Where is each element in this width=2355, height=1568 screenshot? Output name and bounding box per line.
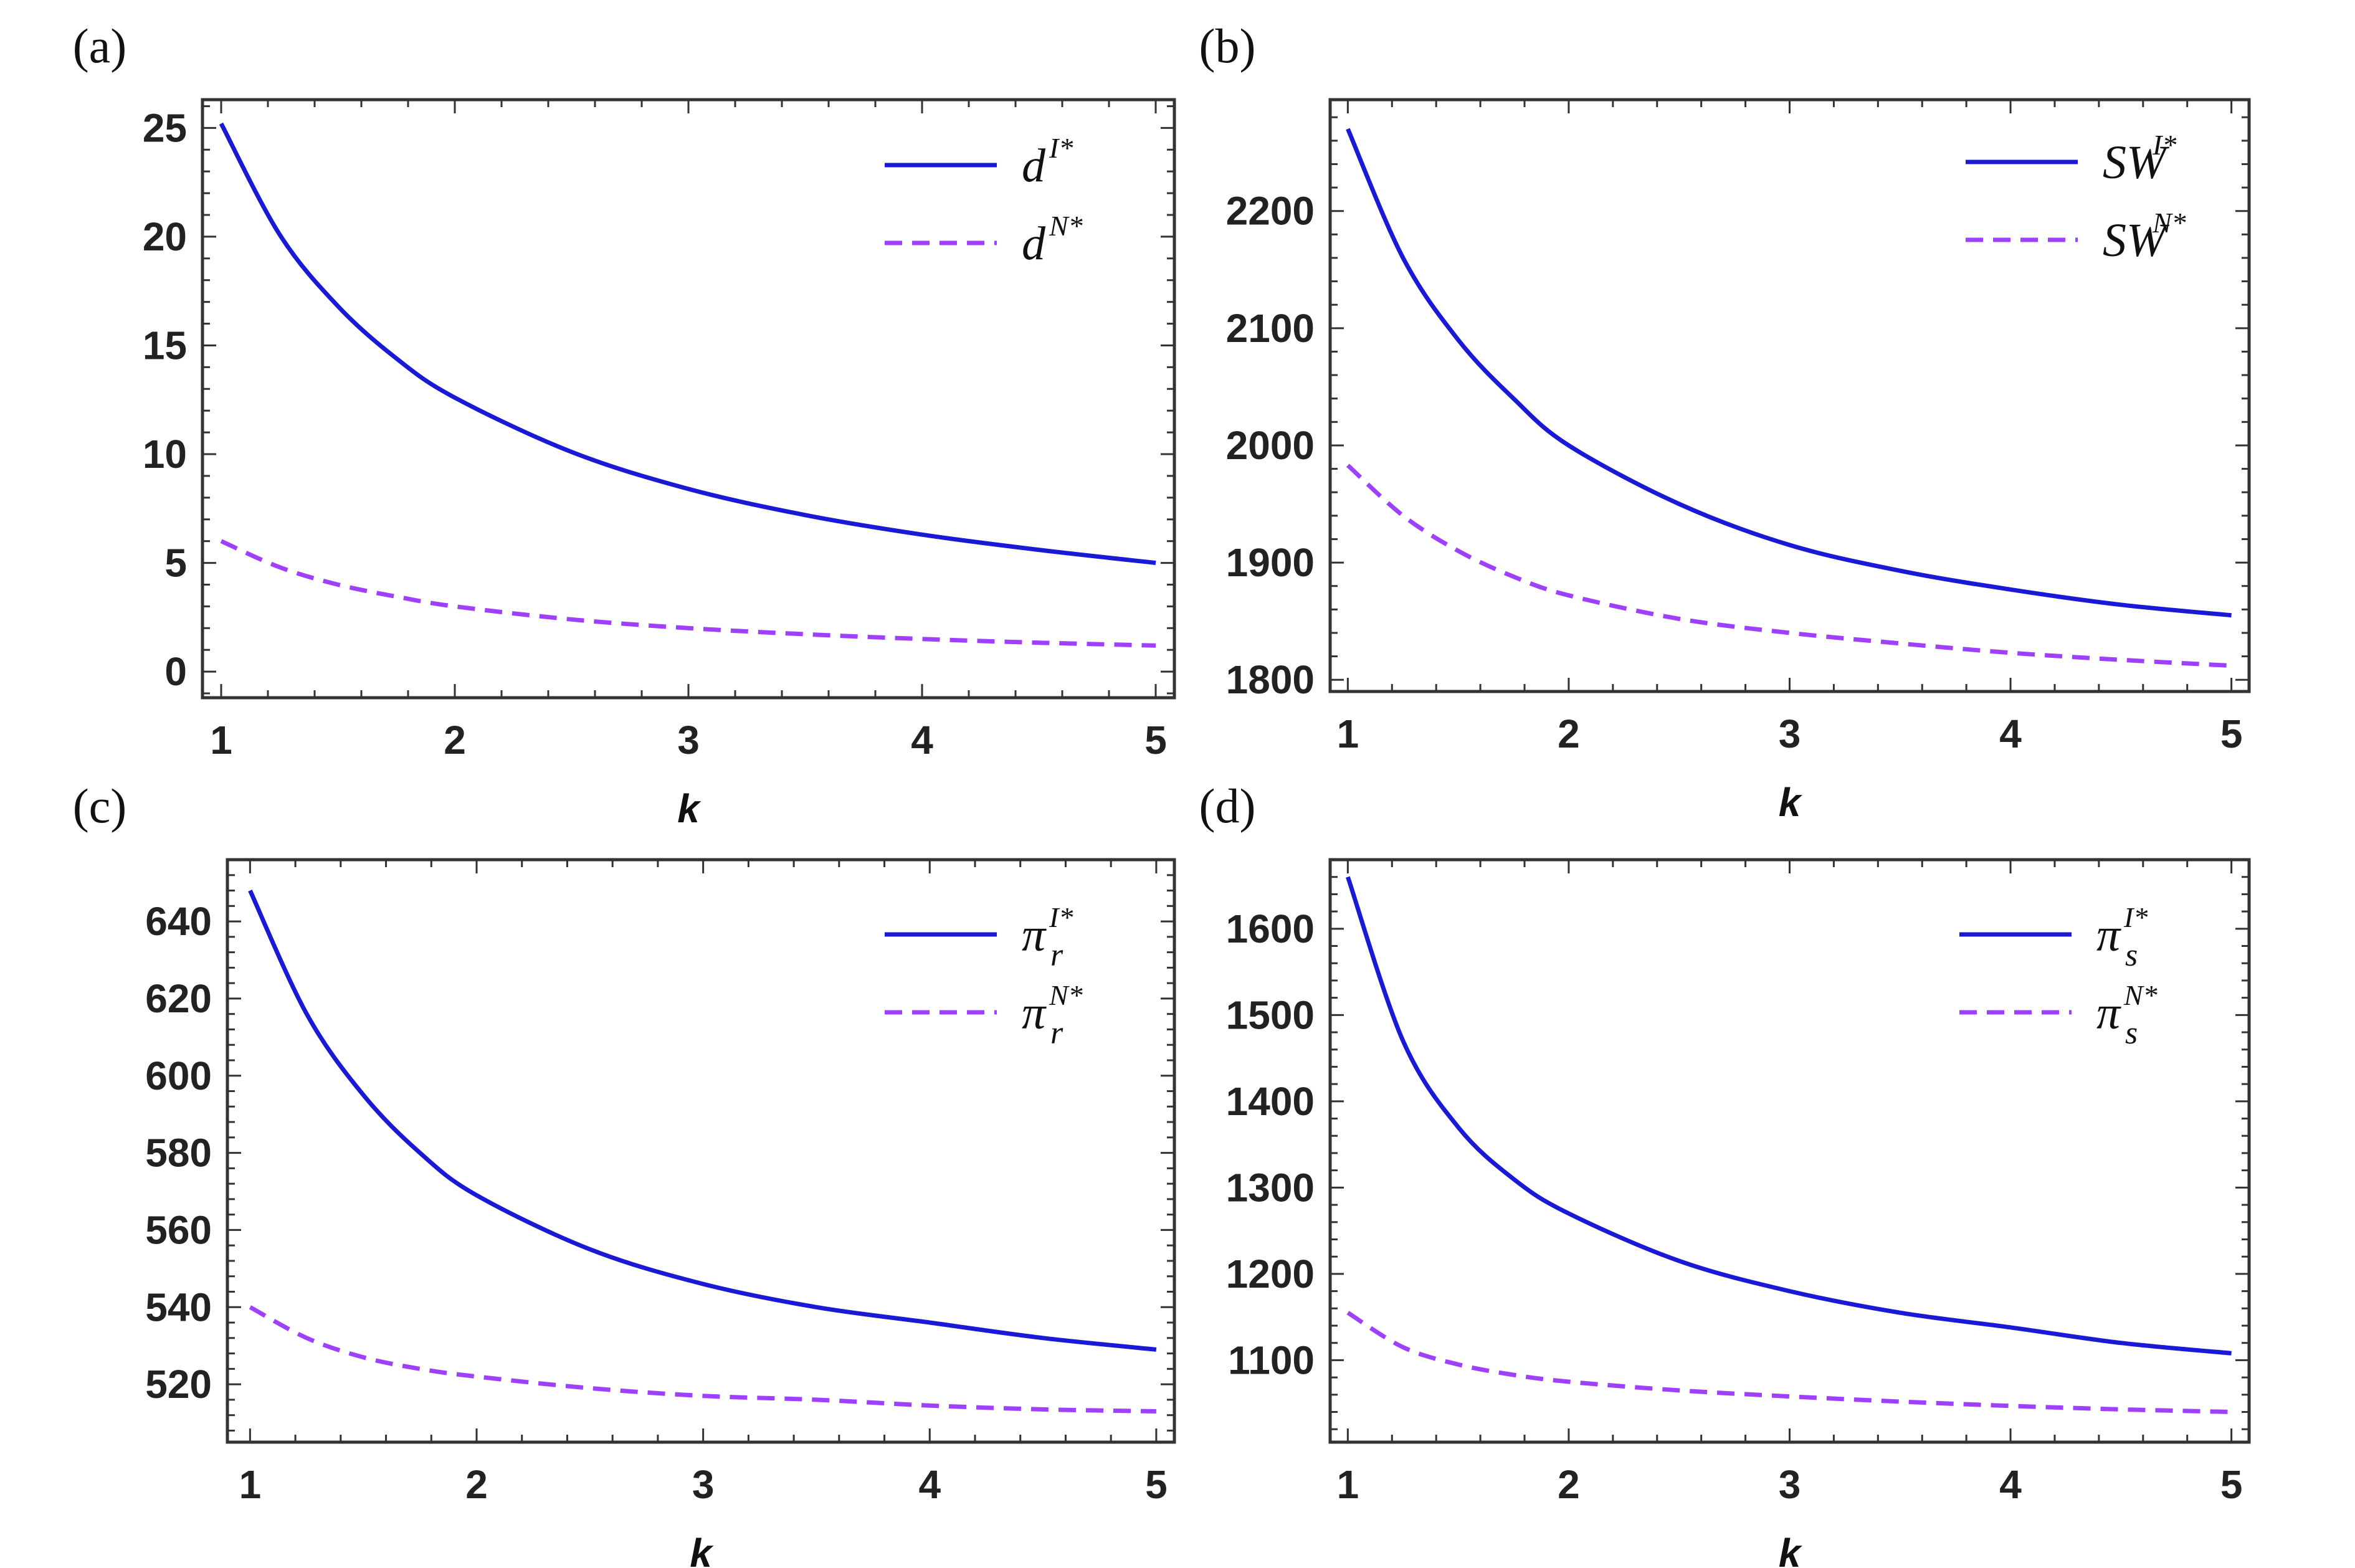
legend-superscript: N* [2123, 979, 2158, 1011]
x-tick-label: 4 [1999, 711, 2022, 756]
legend-superscript: N* [2152, 207, 2186, 239]
x-tick-label: 1 [239, 1462, 262, 1507]
x-axis-label: k [690, 1531, 714, 1568]
y-tick-label: 1600 [1226, 906, 1315, 951]
y-tick-label: 5 [164, 541, 187, 586]
y-tick-label: 640 [145, 899, 212, 944]
x-tick-label: 3 [692, 1462, 715, 1507]
legend-label: SW [2103, 136, 2170, 189]
legend-superscript: I* [1049, 901, 1073, 933]
panel-label: (a) [73, 19, 127, 73]
series-line-I [1346, 876, 2232, 1356]
legend-superscript: I* [2123, 901, 2148, 933]
x-tick-label: 4 [918, 1462, 941, 1507]
legend-subscript: s [2125, 1015, 2138, 1051]
y-tick-label: 25 [143, 105, 187, 150]
y-tick-label: 1800 [1226, 657, 1315, 702]
legend-label: d [1022, 140, 1046, 192]
x-tick-label: 1 [1337, 711, 1359, 756]
series-line-I [248, 890, 1157, 1352]
legend-superscript: N* [1049, 979, 1083, 1011]
x-tick-label: 3 [1779, 1462, 1801, 1507]
x-tick-label: 5 [1145, 1462, 1168, 1507]
panel-label: (d) [1199, 779, 1256, 833]
series-line-N [1346, 1311, 2232, 1414]
y-tick-label: 1100 [1228, 1338, 1315, 1382]
x-tick-label: 3 [677, 718, 700, 763]
y-tick-label: 600 [145, 1053, 212, 1098]
legend-label: SW [2103, 214, 2170, 267]
legend: d I*d N* [885, 132, 1083, 270]
series-line-N [220, 539, 1156, 648]
legend-subscript: s [2125, 938, 2138, 973]
y-tick-label: 620 [145, 976, 212, 1021]
y-tick-label: 1200 [1226, 1252, 1315, 1296]
panel-label: (c) [73, 779, 127, 833]
y-tick-label: 520 [145, 1362, 212, 1407]
panel-label: (b) [1199, 19, 1256, 73]
x-tick-label: 4 [911, 718, 933, 763]
x-tick-label: 5 [2220, 1462, 2243, 1507]
legend: SWI*SWN* [1966, 129, 2186, 267]
x-tick-label: 2 [1558, 1462, 1580, 1507]
legend-subscript: r [1050, 938, 1063, 973]
legend-label: d [1022, 217, 1046, 270]
y-tick-label: 560 [145, 1207, 212, 1252]
x-tick-label: 2 [444, 718, 466, 763]
legend-label: π [1022, 909, 1047, 961]
series-line-N [249, 1305, 1156, 1414]
legend-label: π [2096, 909, 2121, 961]
series-line-I [219, 122, 1156, 566]
y-tick-label: 1500 [1226, 992, 1315, 1037]
y-tick-label: 0 [164, 649, 187, 694]
legend-label: π [2096, 987, 2121, 1039]
plot-frame [226, 858, 1176, 1444]
x-axis-label: k [1779, 1531, 1803, 1568]
y-tick-label: 540 [145, 1285, 212, 1329]
legend-label: π [1022, 987, 1047, 1039]
x-tick-label: 3 [1779, 711, 1801, 756]
legend: π I*sπ N*s [1959, 901, 2158, 1051]
legend-superscript: I* [2152, 129, 2176, 161]
x-tick-label: 5 [1144, 718, 1167, 763]
y-tick-label: 2100 [1226, 306, 1315, 351]
legend-superscript: N* [1049, 210, 1083, 242]
x-axis-label: k [1779, 780, 1803, 825]
y-tick-label: 1400 [1226, 1079, 1315, 1124]
y-tick-label: 2200 [1226, 189, 1315, 234]
x-tick-label: 2 [465, 1462, 488, 1507]
y-tick-label: 580 [145, 1131, 212, 1176]
x-axis-label: k [677, 786, 702, 831]
x-tick-label: 5 [2220, 711, 2243, 756]
y-tick-label: 15 [143, 323, 187, 368]
y-tick-label: 2000 [1226, 423, 1315, 468]
legend: π I*rπ N*r [885, 901, 1083, 1051]
x-tick-label: 1 [210, 718, 232, 763]
series-line-I [1346, 128, 2232, 618]
x-tick-label: 4 [1999, 1462, 2022, 1507]
y-tick-label: 10 [143, 432, 187, 477]
x-tick-label: 1 [1337, 1462, 1359, 1507]
y-tick-label: 20 [143, 214, 187, 259]
x-tick-label: 2 [1558, 711, 1580, 756]
legend-subscript: r [1050, 1015, 1063, 1051]
series-line-N [1346, 463, 2232, 668]
y-tick-label: 1300 [1226, 1165, 1315, 1210]
legend-superscript: I* [1049, 132, 1073, 164]
y-tick-label: 1900 [1226, 540, 1315, 585]
